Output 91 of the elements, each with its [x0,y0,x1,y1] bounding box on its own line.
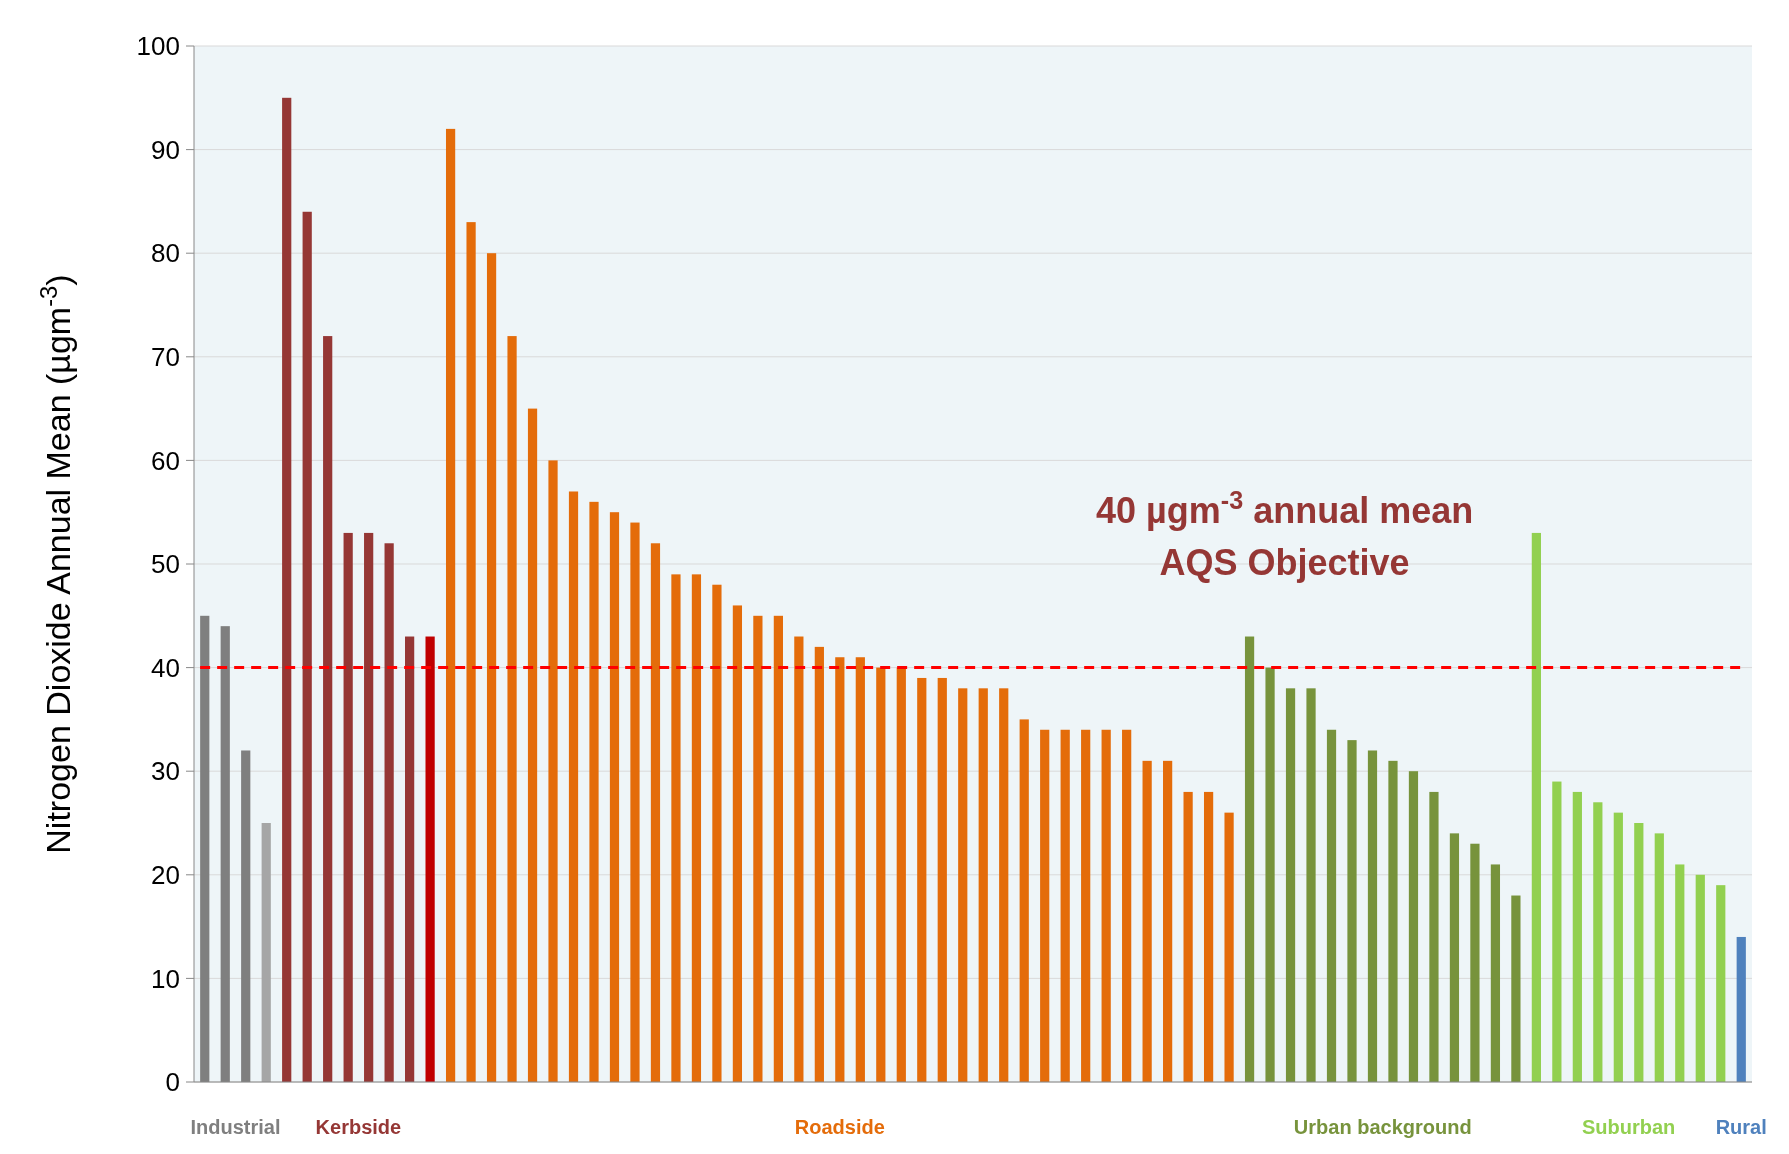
bar [773,615,783,1082]
bar [1224,812,1234,1082]
bar [1613,812,1623,1082]
bar [1367,750,1378,1082]
y-tick-label: 10 [151,963,180,994]
bar [466,222,476,1082]
bar [384,543,394,1082]
bar [507,336,517,1082]
series-label: Industrial [190,1116,281,1138]
y-tick-label: 0 [165,1067,180,1098]
bar [548,460,558,1082]
bar [1593,802,1603,1082]
y-tick-label: 70 [151,341,180,372]
bar [1081,729,1091,1082]
series-label: Rural [1715,1116,1767,1138]
y-tick-label: 60 [151,445,180,476]
bar [1449,833,1460,1082]
bar [1429,791,1439,1082]
ref-line-label: 40 µgm$^{-3}$ annual mean AQS Objective [1095,485,1474,583]
bar [1142,760,1152,1082]
bar [568,491,579,1082]
bar [937,677,947,1082]
bar [1408,771,1419,1082]
bar [978,688,988,1082]
bar [650,543,661,1082]
bar [630,522,640,1082]
bar [835,657,845,1082]
bar [855,657,865,1082]
bar [732,605,743,1082]
bar [1695,874,1705,1082]
bar [1285,688,1296,1082]
bar [425,636,435,1082]
bar [671,574,681,1082]
bar [343,532,353,1082]
bar [814,646,824,1082]
y-tick-label: 30 [151,756,180,787]
bar [1265,667,1275,1082]
bar [1060,729,1070,1082]
bar [1306,688,1316,1082]
bar [1531,532,1541,1082]
bar [1388,760,1398,1082]
bar [1101,729,1111,1082]
y-tick-label: 80 [151,238,180,269]
bar [712,584,722,1082]
series-label: Kerbside [315,1116,402,1138]
bar [1163,760,1173,1082]
bar [1470,843,1480,1082]
bar [261,823,271,1082]
bar [1040,729,1050,1082]
bar [1347,740,1357,1082]
y-tick-label: 20 [151,859,180,890]
bar [323,336,333,1082]
bar [1736,936,1746,1082]
bar [753,615,763,1082]
bar [1552,781,1562,1082]
bar [917,677,927,1082]
bar [1326,729,1337,1082]
y-tick-label: 40 [151,652,180,683]
bar [1716,885,1726,1082]
bar [1654,833,1664,1082]
bar [364,532,374,1082]
bar [302,211,312,1082]
bar [282,97,292,1082]
bar [589,501,599,1082]
y-tick-label: 90 [151,134,180,165]
bar [958,688,968,1082]
bar [896,667,906,1082]
y-tick-label: 100 [136,31,180,62]
bar [1019,719,1029,1082]
bar [1244,636,1255,1082]
bar [1122,729,1132,1082]
bar [999,688,1009,1082]
bar [794,636,804,1082]
y-tick-label: 50 [151,549,180,580]
bar [1490,864,1501,1082]
series-label: Urban background [1293,1116,1472,1138]
bar [405,636,415,1082]
bar [1183,791,1193,1082]
bar [1675,864,1685,1082]
bar [876,667,886,1082]
bar [1634,823,1644,1082]
bar [609,512,620,1082]
bar [445,128,456,1082]
bar [1511,895,1521,1082]
bar [1203,791,1214,1082]
bar [486,253,497,1082]
bar [691,574,702,1082]
bar [1572,791,1582,1082]
series-label: Suburban [1581,1116,1676,1138]
bar [527,408,538,1082]
series-label: Roadside [794,1116,885,1138]
